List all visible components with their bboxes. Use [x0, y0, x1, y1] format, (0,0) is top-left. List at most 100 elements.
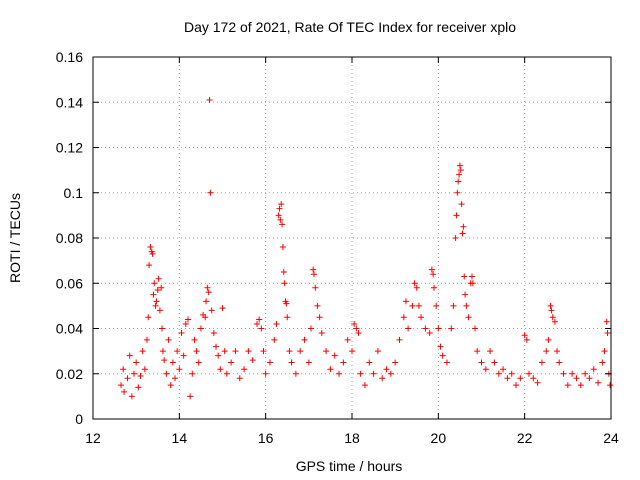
data-point — [603, 318, 610, 325]
data-point — [461, 273, 468, 280]
data-point — [549, 314, 556, 321]
data-point — [513, 382, 520, 389]
data-point — [195, 359, 202, 366]
data-point — [387, 370, 394, 377]
data-point — [573, 375, 580, 382]
data-point — [167, 382, 174, 389]
data-point — [207, 189, 214, 196]
data-point — [153, 298, 160, 305]
data-point — [415, 302, 422, 309]
y-tick-label: 0.14 — [56, 94, 83, 110]
data-point — [458, 201, 465, 208]
data-point — [172, 375, 179, 382]
data-point — [260, 348, 267, 355]
data-point — [280, 268, 287, 275]
y-tick-label: 0.02 — [56, 366, 83, 382]
data-point — [454, 189, 461, 196]
data-point — [271, 336, 278, 343]
data-point — [431, 284, 438, 291]
data-point — [139, 348, 146, 355]
data-point — [517, 375, 524, 382]
gridlines — [93, 57, 611, 419]
data-point — [402, 298, 409, 305]
data-point — [131, 370, 138, 377]
x-axis: 12 14 16 18 20 22 24 — [85, 57, 619, 446]
y-tick-label: 0.1 — [64, 185, 84, 201]
data-point — [463, 302, 470, 309]
data-point — [413, 284, 420, 291]
data-point — [126, 352, 133, 359]
data-point — [353, 325, 360, 332]
data-point — [500, 366, 507, 373]
data-point — [457, 167, 464, 174]
data-point — [582, 370, 589, 377]
data-point — [370, 370, 377, 377]
data-point — [180, 352, 187, 359]
data-point — [478, 359, 485, 366]
x-tick-label: 24 — [603, 430, 619, 446]
data-point — [159, 325, 166, 332]
data-point — [197, 325, 204, 332]
data-point — [547, 302, 554, 309]
y-tick-label: 0.06 — [56, 275, 83, 291]
data-point — [411, 280, 418, 287]
data-point — [409, 302, 416, 309]
data-point — [433, 302, 440, 309]
data-point — [448, 325, 455, 332]
data-point — [283, 300, 290, 307]
y-tick-label: 0.08 — [56, 230, 83, 246]
data-point — [151, 280, 158, 287]
data-point — [174, 348, 181, 355]
data-point — [523, 336, 530, 343]
data-point — [223, 370, 230, 377]
data-point — [118, 382, 125, 389]
data-point — [213, 343, 220, 350]
data-point — [426, 330, 433, 337]
data-point — [428, 266, 435, 273]
data-point — [314, 302, 321, 309]
data-point — [193, 348, 200, 355]
data-point — [135, 384, 142, 391]
data-point — [147, 244, 154, 251]
data-point — [141, 366, 148, 373]
data-point — [203, 298, 210, 305]
data-point — [504, 375, 511, 382]
data-point — [453, 212, 460, 219]
data-point — [396, 336, 403, 343]
y-axis: 0 0.02 0.04 0.06 0.08 0.1 0.12 0.14 0.16 — [56, 49, 611, 427]
data-point — [146, 262, 153, 269]
data-point — [374, 348, 381, 355]
data-point — [284, 314, 291, 321]
data-point — [184, 316, 191, 323]
data-point — [405, 325, 412, 332]
data-point — [169, 359, 176, 366]
data-point — [221, 348, 228, 355]
data-point — [439, 352, 446, 359]
data-point — [465, 314, 472, 321]
data-point — [149, 250, 156, 257]
data-point — [495, 370, 502, 377]
data-point — [545, 336, 552, 343]
data-point — [281, 280, 288, 287]
data-point — [128, 393, 135, 400]
x-tick-label: 18 — [344, 430, 360, 446]
y-tick-label: 0.04 — [56, 321, 83, 337]
data-point — [279, 244, 286, 251]
data-point — [462, 291, 469, 298]
data-point — [312, 284, 319, 291]
data-point — [361, 382, 368, 389]
data-point — [351, 320, 358, 327]
data-point — [530, 375, 537, 382]
y-tick-label: 0.16 — [56, 49, 83, 65]
data-point — [307, 325, 314, 332]
data-point — [204, 284, 211, 291]
data-point — [182, 320, 189, 327]
y-tick-label: 0.12 — [56, 140, 83, 156]
data-point — [487, 348, 494, 355]
data-point — [150, 291, 157, 298]
data-point — [355, 330, 362, 337]
x-tick-label: 16 — [258, 430, 274, 446]
data-point — [202, 314, 209, 321]
data-point — [301, 336, 308, 343]
